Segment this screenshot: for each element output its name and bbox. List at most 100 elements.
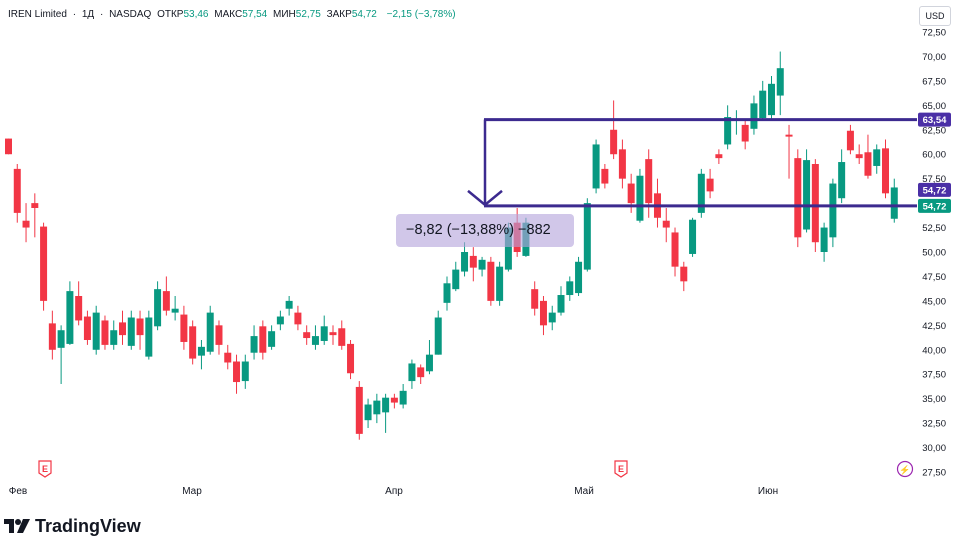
- candle-body[interactable]: [557, 295, 565, 313]
- tradingview-logo[interactable]: TradingView: [4, 513, 141, 539]
- candle-body[interactable]: [66, 291, 74, 344]
- candle-body[interactable]: [811, 164, 819, 243]
- candle-body[interactable]: [846, 130, 854, 151]
- earnings-icon[interactable]: [614, 460, 628, 478]
- candle-body[interactable]: [820, 227, 828, 252]
- candle-body[interactable]: [671, 232, 679, 267]
- candle-body[interactable]: [706, 178, 714, 192]
- candle-body[interactable]: [13, 168, 21, 213]
- candle-body[interactable]: [618, 149, 626, 179]
- candle-body[interactable]: [461, 252, 469, 272]
- candle-body[interactable]: [750, 103, 758, 129]
- candle-body[interactable]: [443, 283, 451, 303]
- candle-body[interactable]: [741, 124, 749, 142]
- candle-body[interactable]: [83, 316, 91, 340]
- candle-body[interactable]: [382, 397, 390, 413]
- candle-body[interactable]: [873, 149, 881, 166]
- earnings-icon[interactable]: [38, 460, 52, 478]
- candle-body[interactable]: [119, 322, 127, 336]
- candle-body[interactable]: [601, 168, 609, 184]
- candle-body[interactable]: [697, 173, 705, 213]
- candle-body[interactable]: [40, 226, 48, 301]
- interval[interactable]: 1Д: [81, 9, 95, 20]
- candle-body[interactable]: [48, 323, 56, 350]
- candle-body[interactable]: [5, 138, 12, 155]
- candle-body[interactable]: [136, 318, 144, 336]
- candle-body[interactable]: [496, 266, 504, 301]
- candle-body[interactable]: [197, 346, 205, 356]
- candle-body[interactable]: [504, 227, 512, 270]
- candle-body[interactable]: [882, 148, 889, 194]
- candle-body[interactable]: [399, 390, 407, 405]
- candle-body[interactable]: [127, 317, 135, 346]
- candle-body[interactable]: [224, 352, 232, 363]
- candle-body[interactable]: [241, 361, 249, 382]
- candle-body[interactable]: [539, 300, 547, 326]
- candle-body[interactable]: [627, 183, 635, 204]
- candle-body[interactable]: [794, 158, 802, 238]
- candle-body[interactable]: [347, 343, 355, 374]
- candle-body[interactable]: [838, 162, 846, 199]
- candle-body[interactable]: [478, 259, 486, 270]
- candle-body[interactable]: [785, 134, 793, 137]
- candle-body[interactable]: [452, 269, 460, 290]
- candle-body[interactable]: [189, 326, 197, 359]
- dividend-icon[interactable]: [896, 460, 914, 478]
- candle-body[interactable]: [259, 326, 267, 353]
- candle-body[interactable]: [803, 160, 811, 230]
- candle-body[interactable]: [233, 361, 241, 383]
- candle-body[interactable]: [864, 152, 872, 176]
- candle-body[interactable]: [662, 220, 670, 228]
- candle-body[interactable]: [890, 187, 898, 219]
- candle-body[interactable]: [31, 203, 39, 208]
- candle-body[interactable]: [759, 90, 767, 119]
- candle-body[interactable]: [92, 312, 100, 350]
- candle-body[interactable]: [583, 203, 591, 270]
- candle-body[interactable]: [320, 326, 328, 341]
- candle-body[interactable]: [329, 332, 337, 336]
- candle-body[interactable]: [268, 331, 276, 347]
- candle-body[interactable]: [303, 332, 311, 339]
- candle-body[interactable]: [592, 144, 600, 189]
- candle-body[interactable]: [22, 220, 30, 228]
- symbol-name[interactable]: IREN Limited: [8, 9, 67, 20]
- candle-body[interactable]: [101, 320, 109, 345]
- candle-body[interactable]: [829, 183, 837, 238]
- candle-body[interactable]: [364, 404, 372, 421]
- candle-body[interactable]: [294, 312, 302, 325]
- candle-body[interactable]: [715, 154, 723, 159]
- candle-body[interactable]: [338, 328, 346, 346]
- candle-body[interactable]: [425, 354, 433, 372]
- candle-body[interactable]: [206, 312, 214, 352]
- candle-body[interactable]: [531, 289, 539, 309]
- candle-body[interactable]: [390, 397, 398, 403]
- candle-body[interactable]: [276, 316, 284, 325]
- candle-body[interactable]: [689, 219, 697, 254]
- candle-body[interactable]: [645, 159, 653, 204]
- candle-body[interactable]: [154, 289, 162, 327]
- candle-body[interactable]: [110, 330, 118, 345]
- candle-body[interactable]: [215, 325, 223, 345]
- candle-body[interactable]: [355, 386, 363, 434]
- candle-body[interactable]: [434, 317, 442, 355]
- candle-body[interactable]: [417, 367, 425, 378]
- measure-label[interactable]: −8,82 (−13,88%) −882: [396, 214, 574, 247]
- candle-body[interactable]: [548, 312, 556, 323]
- candle-body[interactable]: [171, 308, 179, 313]
- candle-body[interactable]: [636, 175, 644, 221]
- candle-body[interactable]: [250, 336, 258, 353]
- candle-body[interactable]: [408, 363, 416, 382]
- candle-body[interactable]: [855, 154, 863, 159]
- candle-body[interactable]: [724, 117, 732, 145]
- candle-body[interactable]: [680, 266, 688, 282]
- candle-body[interactable]: [75, 296, 83, 321]
- currency-button[interactable]: USD: [919, 6, 951, 26]
- candle-body[interactable]: [180, 314, 188, 342]
- candle-body[interactable]: [767, 83, 775, 116]
- candle-body[interactable]: [610, 129, 618, 155]
- candle-body[interactable]: [575, 261, 583, 294]
- candle-body[interactable]: [469, 255, 477, 268]
- candle-body[interactable]: [566, 281, 574, 296]
- candle-body[interactable]: [311, 336, 319, 345]
